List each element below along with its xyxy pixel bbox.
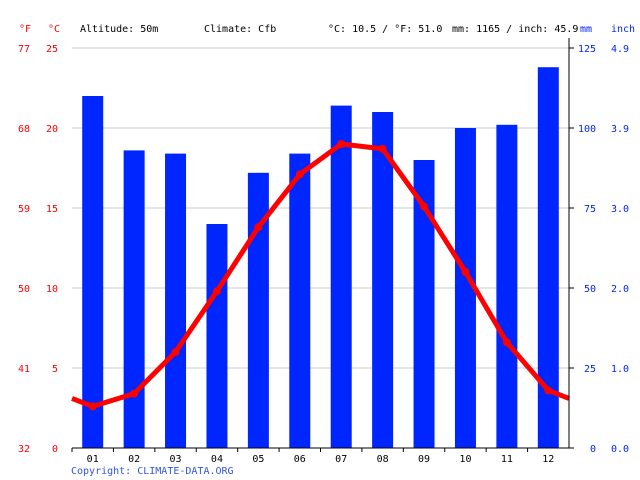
precip-bar-12 [537,67,559,448]
temperature-point-06 [295,170,304,179]
fahrenheit-tick-label: 77 [18,44,30,55]
precip-bar-03 [165,153,187,448]
month-label: 10 [459,454,471,465]
fahrenheit-tick-label: 59 [18,204,30,215]
temperature-point-05 [254,223,263,232]
month-label: 04 [211,454,223,465]
celsius-tick-label: 20 [46,124,58,135]
precip-bar-04 [206,224,228,448]
precip-bar-07 [330,105,352,448]
precip-bar-02 [123,150,145,448]
precip-bar-08 [372,112,394,448]
copyright-link[interactable]: Copyright: CLIMATE-DATA.ORG [71,466,234,477]
precip-summary: mm: 1165 / inch: 45.9 [452,24,578,35]
altitude-label: Altitude: 50m [80,24,158,35]
precip-bar-11 [496,124,518,449]
temperature-point-07 [337,140,346,148]
month-label: 08 [377,454,389,465]
inch-tick-label: 3.9 [611,124,629,135]
month-label: 07 [335,454,347,465]
temperature-point-11 [502,338,511,347]
precip-bar-09 [413,160,435,448]
mm-tick-label: 50 [584,284,596,295]
temperature-point-12 [544,386,553,395]
mm-tick-label: 125 [578,44,596,55]
mm-tick-label: 100 [578,124,596,135]
month-label: 11 [501,454,513,465]
month-label: 09 [418,454,430,465]
celsius-tick-label: 15 [46,204,58,215]
inch-tick-label: 0.0 [611,444,629,455]
temperature-point-09 [420,202,429,211]
temperature-point-04 [212,287,221,296]
precip-bar-10 [454,128,476,448]
inch-tick-label: 1.0 [611,364,629,375]
fahrenheit-tick-label: 41 [18,364,30,375]
celsius-tick-label: 10 [46,284,58,295]
precip-bar-05 [247,172,269,449]
month-label: 03 [170,454,182,465]
mm-tick-label: 25 [584,364,596,375]
celsius-tick-label: 5 [52,364,58,375]
fahrenheit-unit-label: °F [19,24,31,35]
mm-unit-label: mm [580,24,592,35]
mm-tick-label: 0 [590,444,596,455]
fahrenheit-tick-label: 32 [18,444,30,455]
temperature-point-03 [171,348,180,356]
inch-tick-label: 2.0 [611,284,629,295]
fahrenheit-tick-label: 50 [18,284,30,295]
month-label: 02 [128,454,140,465]
temperature-point-08 [378,144,387,153]
temp-summary: °C: 10.5 / °F: 51.0 [328,24,442,35]
temperature-point-01 [88,402,97,411]
inch-tick-label: 3.0 [611,204,629,215]
celsius-unit-label: °C [48,24,60,35]
celsius-tick-label: 25 [46,44,58,55]
precip-bar-01 [82,96,104,448]
climate-label: Climate: Cfb [204,24,276,35]
month-label: 05 [252,454,264,465]
month-label: 06 [294,454,306,465]
month-label: 12 [542,454,554,465]
precip-bar-06 [289,153,311,448]
celsius-tick-label: 0 [52,444,58,455]
temperature-line [71,141,570,409]
inch-unit-label: inch [611,24,635,35]
mm-tick-label: 75 [584,204,596,215]
temperature-point-10 [461,268,470,276]
inch-tick-label: 4.9 [611,44,629,55]
temperature-point-02 [130,389,139,398]
fahrenheit-tick-label: 68 [18,124,30,135]
month-label: 01 [87,454,99,465]
